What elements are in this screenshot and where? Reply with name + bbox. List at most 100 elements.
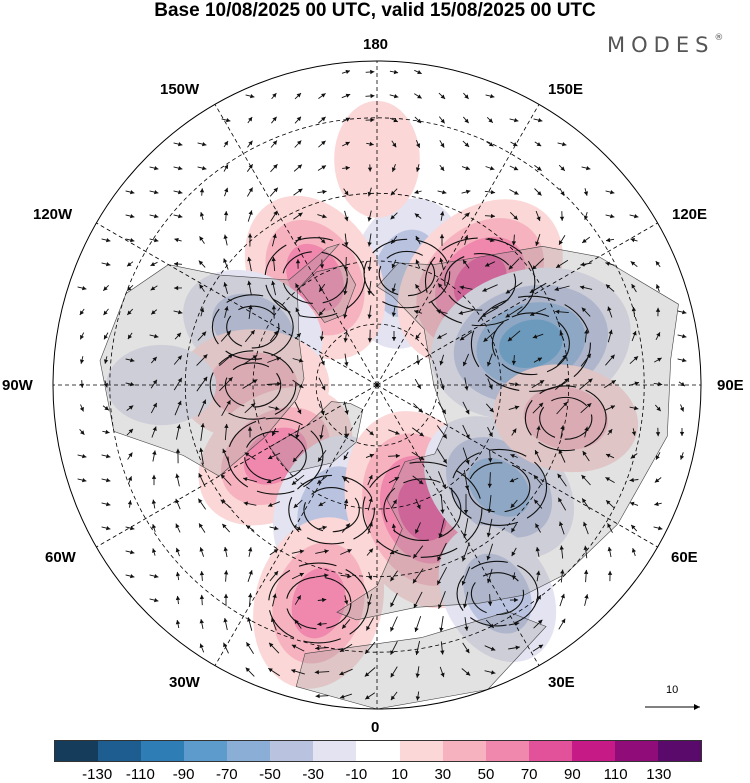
- latitude-circle: [315, 323, 439, 447]
- wind-arrow: [439, 234, 445, 246]
- wind-arrow: [150, 402, 158, 414]
- wind-arrow: [604, 405, 616, 411]
- wind-arrow: [175, 424, 181, 440]
- wind-arrow: [150, 285, 158, 291]
- wind-arrow: [291, 644, 305, 652]
- wind-arrow: [175, 523, 181, 533]
- wind-arrow: [343, 451, 349, 461]
- wind-arrow: [509, 118, 519, 123]
- wind-arrow: [461, 166, 471, 171]
- wind-arrow: [414, 93, 422, 99]
- colorbar-swatch: [270, 741, 314, 761]
- wind-arrow: [414, 615, 422, 633]
- wind-arrow: [485, 403, 495, 413]
- wind-arrow: [580, 402, 592, 414]
- wind-arrow: [437, 542, 447, 562]
- wind-arrow: [244, 402, 256, 414]
- wind-arrow: [270, 163, 278, 173]
- wind-arrow: [414, 189, 422, 194]
- wind-arrow: [247, 570, 253, 582]
- wind-arrow: [102, 429, 110, 435]
- wind-arrow: [437, 283, 447, 293]
- wind-arrow: [294, 525, 302, 531]
- wind-arrow: [414, 378, 422, 390]
- wind-arrow: [532, 333, 544, 339]
- wind-arrow: [200, 423, 205, 441]
- wind-arrow: [461, 542, 470, 562]
- wind-arrow: [555, 259, 569, 269]
- wind-arrow: [272, 593, 277, 607]
- wind-arrow: [436, 309, 448, 314]
- wind-arrow: [79, 332, 85, 340]
- wind-arrow: [149, 574, 159, 579]
- wind-arrow: [101, 526, 111, 531]
- wind-arrow: [318, 308, 326, 316]
- circulation-streamline: [456, 560, 539, 627]
- wind-arrow: [341, 619, 351, 629]
- wind-arrow: [344, 498, 349, 510]
- wind-arrow: [173, 355, 183, 365]
- wind-arrow: [271, 92, 277, 100]
- wind-arrow: [365, 453, 375, 459]
- wind-arrow: [126, 261, 134, 267]
- wind-arrow: [414, 116, 422, 124]
- wind-arrow: [223, 211, 229, 221]
- wind-arrow: [629, 355, 639, 365]
- wind-arrow: [317, 449, 327, 463]
- wind-arrow: [391, 307, 396, 317]
- wind-arrow: [439, 616, 444, 632]
- wind-arrow: [413, 403, 423, 413]
- colorbar-swatch: [98, 741, 142, 761]
- circulation-streamline: [467, 462, 531, 513]
- wind-arrow: [558, 164, 566, 172]
- wind-arrow: [125, 238, 135, 243]
- wind-arrow: [462, 642, 470, 654]
- wind-arrow: [560, 569, 565, 583]
- wind-arrow: [486, 543, 494, 561]
- wind-arrow: [580, 262, 592, 267]
- wind-arrow: [415, 259, 421, 269]
- wind-arrow: [390, 616, 398, 632]
- wind-arrow: [485, 166, 495, 171]
- wind-arrow: [247, 233, 253, 247]
- wind-arrow: [462, 140, 470, 148]
- wind-arrow: [505, 306, 523, 318]
- wind-arrow: [294, 140, 302, 148]
- colorbar-swatch: [571, 741, 615, 761]
- negative-anomaly-contour: [106, 344, 217, 426]
- wind-arrow: [605, 190, 615, 195]
- wind-arrow: [247, 617, 253, 631]
- wind-arrow: [245, 94, 255, 99]
- wind-arrow: [559, 545, 564, 559]
- wind-arrow: [103, 308, 109, 316]
- wind-arrow: [270, 210, 278, 222]
- wind-arrow: [151, 523, 157, 533]
- wind-arrow: [389, 117, 399, 123]
- wind-arrow: [223, 617, 228, 631]
- wind-arrow: [221, 118, 231, 123]
- wind-arrow: [175, 448, 181, 464]
- wind-arrow: [199, 447, 204, 465]
- wind-arrow: [461, 566, 471, 586]
- circulation-streamline: [362, 461, 483, 558]
- circulation-streamline: [444, 252, 517, 311]
- wind-vectors: [77, 69, 687, 701]
- wind-arrow: [390, 691, 398, 701]
- wind-arrow: [484, 213, 496, 219]
- wind-arrow: [487, 594, 493, 606]
- wind-arrow: [509, 165, 519, 171]
- wind-arrow: [196, 354, 208, 366]
- wind-arrow: [149, 334, 159, 339]
- wind-arrow: [414, 69, 422, 75]
- wind-arrow: [558, 234, 566, 246]
- wind-arrow: [531, 258, 545, 270]
- wind-arrow: [244, 452, 256, 460]
- wind-arrow: [223, 546, 228, 558]
- wind-arrow: [223, 570, 229, 582]
- wind-arrow: [364, 667, 376, 677]
- wind-arrow: [77, 454, 87, 459]
- wind-arrow: [438, 591, 446, 609]
- wind-arrow: [607, 546, 612, 558]
- wind-arrow: [101, 478, 111, 483]
- lon-label-120w: 120W: [33, 206, 73, 223]
